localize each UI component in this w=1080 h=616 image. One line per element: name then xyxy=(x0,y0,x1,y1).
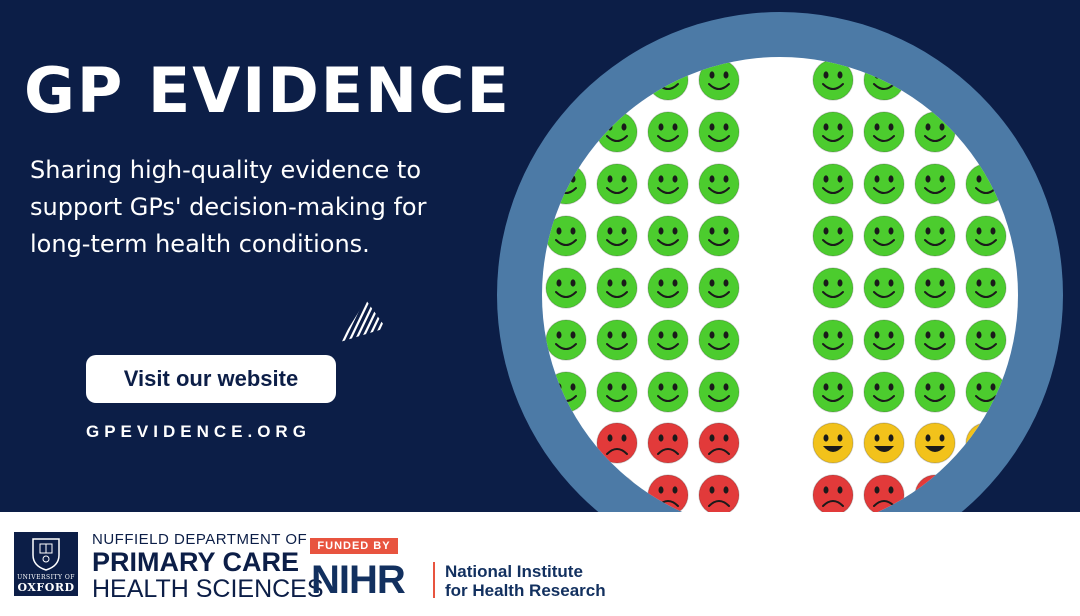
smiley-face-icon xyxy=(545,371,587,413)
neutral-face-icon xyxy=(914,422,956,464)
neutral-face-icon xyxy=(965,422,1007,464)
page-title: GP EVIDENCE xyxy=(24,54,511,127)
sad-face-icon xyxy=(914,474,956,516)
smiley-face-icon xyxy=(914,371,956,413)
smiley-face-icon xyxy=(812,319,854,361)
smiley-face-icon xyxy=(596,111,638,153)
smiley-face-icon xyxy=(965,111,1007,153)
nihr-logo: NIHR xyxy=(311,558,406,602)
smiley-face-icon xyxy=(812,215,854,257)
neutral-face-icon xyxy=(863,422,905,464)
sad-face-icon xyxy=(863,474,905,516)
smiley-face-icon xyxy=(863,163,905,205)
smiley-face-icon xyxy=(698,59,740,101)
department-line: HEALTH SCIENCES xyxy=(92,575,324,603)
smiley-face-icon xyxy=(914,111,956,153)
website-url-link[interactable]: GPEVIDENCE.ORG xyxy=(86,422,311,441)
smiley-face-icon xyxy=(545,215,587,257)
smiley-face-icon xyxy=(914,319,956,361)
nihr-divider xyxy=(433,562,435,598)
department-line: NUFFIELD DEPARTMENT OF xyxy=(92,531,308,548)
smiley-face-icon xyxy=(698,111,740,153)
sad-face-icon xyxy=(812,474,854,516)
sad-face-icon xyxy=(647,422,689,464)
smiley-face-icon xyxy=(545,163,587,205)
tagline-line: long-term health conditions. xyxy=(30,230,370,258)
smiley-face-icon xyxy=(965,371,1007,413)
oxford-logo: UNIVERSITY OF OXFORD xyxy=(14,532,78,596)
tagline: Sharing high-quality evidence to support… xyxy=(30,152,490,263)
oxford-logo-university: UNIVERSITY OF xyxy=(17,574,75,581)
smiley-face-icon xyxy=(647,163,689,205)
smiley-face-icon xyxy=(545,59,587,101)
smiley-face-icon xyxy=(965,319,1007,361)
smiley-face-icon xyxy=(863,111,905,153)
smiley-face-icon xyxy=(596,267,638,309)
smiley-face-icon xyxy=(812,59,854,101)
smiley-face-icon xyxy=(698,215,740,257)
sad-face-icon xyxy=(545,474,587,516)
sad-face-icon xyxy=(698,474,740,516)
smiley-face-icon xyxy=(812,111,854,153)
smiley-face-icon xyxy=(545,111,587,153)
smiley-face-icon xyxy=(647,215,689,257)
nihr-name-line: National Institute xyxy=(445,562,583,581)
smiley-face-icon xyxy=(647,267,689,309)
sad-face-icon xyxy=(965,474,1007,516)
smiley-face-icon xyxy=(698,371,740,413)
smiley-face-icon xyxy=(698,267,740,309)
smiley-face-icon xyxy=(812,163,854,205)
smiley-face-icon xyxy=(596,215,638,257)
smiley-face-icon xyxy=(863,59,905,101)
oxford-logo-name: OXFORD xyxy=(17,581,75,594)
smiley-face-icon xyxy=(545,319,587,361)
sad-face-icon xyxy=(596,474,638,516)
tagline-line: support GPs' decision-making for xyxy=(30,193,427,221)
smiley-face-icon xyxy=(965,215,1007,257)
visit-website-button[interactable]: Visit our website xyxy=(86,355,336,403)
sad-face-icon xyxy=(596,422,638,464)
smiley-face-icon xyxy=(647,59,689,101)
sad-face-icon xyxy=(545,422,587,464)
smiley-face-icon xyxy=(545,267,587,309)
tagline-line: Sharing high-quality evidence to xyxy=(30,156,422,184)
footer xyxy=(0,512,1080,616)
faces-illustration xyxy=(542,57,1018,533)
smiley-face-icon xyxy=(914,267,956,309)
smiley-face-icon xyxy=(914,163,956,205)
smiley-face-icon xyxy=(914,59,956,101)
funded-by-badge: FUNDED BY xyxy=(310,538,398,554)
smiley-face-icon xyxy=(965,267,1007,309)
neutral-face-icon xyxy=(812,422,854,464)
smiley-face-icon xyxy=(863,371,905,413)
smiley-face-icon xyxy=(596,163,638,205)
nihr-name-line: for Health Research xyxy=(445,581,606,600)
smiley-face-icon xyxy=(812,267,854,309)
smiley-face-icon xyxy=(596,319,638,361)
smiley-face-icon xyxy=(596,371,638,413)
smiley-face-icon xyxy=(965,59,1007,101)
nihr-full-name: National Institute for Health Research xyxy=(445,562,615,600)
smiley-face-icon xyxy=(698,319,740,361)
smiley-face-icon xyxy=(863,215,905,257)
smiley-face-icon xyxy=(863,267,905,309)
department-line: PRIMARY CARE xyxy=(92,547,300,577)
smiley-face-icon xyxy=(965,163,1007,205)
smiley-face-icon xyxy=(863,319,905,361)
smiley-face-icon xyxy=(698,163,740,205)
smiley-face-icon xyxy=(647,319,689,361)
smiley-face-icon xyxy=(812,371,854,413)
sad-face-icon xyxy=(698,422,740,464)
smiley-face-icon xyxy=(914,215,956,257)
sad-face-icon xyxy=(647,474,689,516)
oxford-crest-icon xyxy=(32,538,60,571)
smiley-face-icon xyxy=(596,59,638,101)
smiley-face-icon xyxy=(647,371,689,413)
stripes-icon xyxy=(340,300,386,342)
smiley-face-icon xyxy=(647,111,689,153)
